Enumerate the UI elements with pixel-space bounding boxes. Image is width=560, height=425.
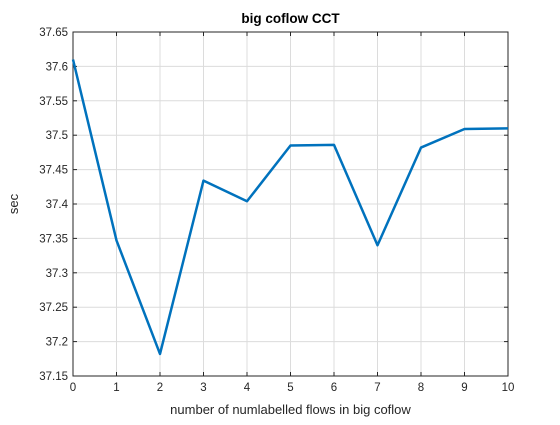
chart-title: big coflow CCT — [241, 11, 340, 26]
x-tick-label: 2 — [157, 382, 163, 394]
x-axis-label: number of numlabelled flows in big coflo… — [170, 402, 411, 417]
y-tick-label: 37.35 — [39, 233, 68, 245]
y-tick-label: 37.3 — [46, 268, 68, 280]
y-tick-label: 37.45 — [39, 165, 68, 177]
y-tick-label: 37.5 — [46, 130, 68, 142]
x-tick-label: 3 — [200, 382, 206, 394]
y-tick-label: 37.6 — [46, 61, 68, 73]
y-axis-label: sec — [6, 193, 21, 214]
x-tick-label: 0 — [70, 382, 76, 394]
x-tick-label: 6 — [331, 382, 337, 394]
y-tick-label: 37.25 — [39, 302, 68, 314]
x-tick-label: 7 — [374, 382, 380, 394]
y-tick-label: 37.55 — [39, 96, 68, 108]
x-tick-label: 9 — [461, 382, 467, 394]
x-tick-label: 4 — [244, 382, 251, 394]
y-tick-label: 37.2 — [46, 337, 68, 349]
y-tick-label: 37.65 — [39, 27, 68, 39]
y-tick-label: 37.15 — [39, 371, 68, 383]
x-tick-label: 8 — [418, 382, 424, 394]
y-tick-labels: 37.15 37.2 37.25 37.3 37.35 37.4 37.45 37.5 37.5… — [39, 27, 68, 383]
x-tick-labels: 0 1 2 3 4 5 6 7 8 9 10 — [70, 382, 515, 394]
x-tick-label: 10 — [502, 382, 515, 394]
x-tick-label: 1 — [113, 382, 119, 394]
x-tick-label: 5 — [287, 382, 293, 394]
y-tick-label: 37.4 — [46, 199, 69, 211]
